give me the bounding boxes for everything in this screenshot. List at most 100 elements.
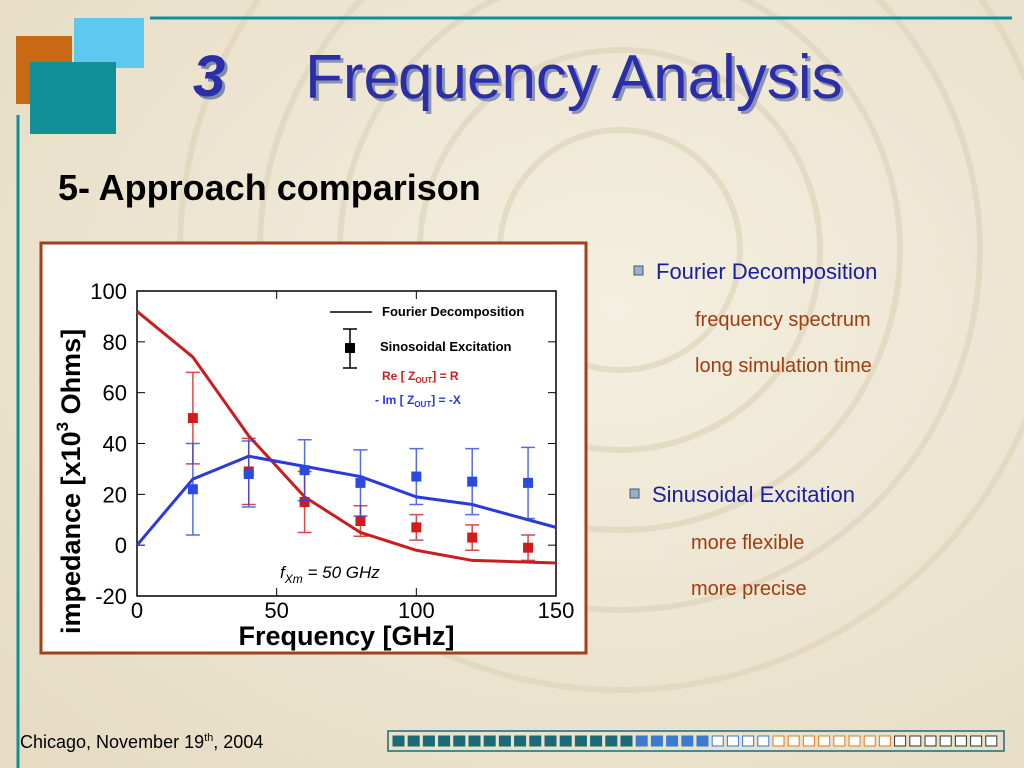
progress-cell — [787, 735, 800, 747]
legend-part: Re [ Z — [382, 369, 415, 383]
progress-cell — [635, 735, 648, 747]
x-tick-label: 50 — [264, 598, 288, 623]
y-tick-label: 0 — [115, 533, 127, 558]
y-tick-label: 100 — [90, 279, 127, 304]
y-axis-label-part: Ohms] — [56, 329, 86, 422]
data-point — [411, 471, 422, 482]
data-point — [243, 469, 254, 479]
progress-cell — [514, 735, 527, 747]
footer: Chicago, November 19th, 2004 — [20, 732, 263, 752]
footer-text: Chicago, November 19 — [20, 732, 204, 752]
progress-cell — [924, 735, 937, 747]
progress-cell — [696, 735, 709, 747]
data-line — [135, 454, 557, 547]
progress-cell — [438, 735, 451, 747]
progress-cell — [483, 735, 496, 747]
y-axis-label: impedance [x103 Ohms] — [53, 329, 86, 634]
progress-cell — [650, 735, 663, 747]
data-point — [299, 465, 310, 476]
progress-cell — [970, 735, 983, 747]
y-axis-label-part: impedance [x10 — [56, 431, 86, 634]
subtitle: 5- Approach comparison — [58, 167, 481, 208]
x-tick-label: 0 — [131, 598, 143, 623]
annotation-part: = 50 GHz — [303, 563, 381, 582]
progress-bar — [392, 735, 998, 747]
progress-cell — [802, 735, 815, 747]
legend-label: Fourier Decomposition — [382, 304, 524, 319]
bullet-item: frequency spectrum — [695, 309, 871, 331]
progress-cell — [620, 735, 633, 747]
bullet-icon — [633, 265, 644, 276]
progress-cell — [453, 735, 466, 747]
slide-number-shadow: 3 — [196, 47, 228, 112]
progress-cell — [863, 735, 876, 747]
data-line — [136, 310, 557, 565]
legend-part: - Im [ Z — [375, 393, 414, 407]
data-point — [187, 413, 198, 424]
bullet-item: more flexible — [691, 532, 804, 554]
progress-cell — [711, 735, 724, 747]
title: Frequency Analysis — [305, 43, 843, 112]
progress-cell — [498, 735, 511, 747]
legend-part: ] = R — [432, 369, 459, 383]
progress-cell — [468, 735, 481, 747]
x-tick-label: 150 — [538, 598, 575, 623]
progress-cell — [818, 735, 831, 747]
progress-cell — [559, 735, 572, 747]
y-tick-label: 40 — [103, 432, 127, 457]
slide-number: 3 — [193, 44, 225, 109]
progress-cell — [742, 735, 755, 747]
progress-cell — [757, 735, 770, 747]
y-tick-label: 80 — [103, 330, 127, 355]
annotation-sub: Xm — [284, 572, 303, 586]
progress-cell — [939, 735, 952, 747]
data-point — [467, 532, 478, 543]
legend-sub: OUT — [414, 400, 431, 409]
annotation-part: f — [280, 563, 287, 582]
progress-cell — [954, 735, 967, 747]
data-point — [523, 477, 534, 488]
progress-cell — [848, 735, 861, 747]
data-point — [411, 522, 422, 533]
progress-cell — [605, 735, 618, 747]
progress-cell — [392, 735, 405, 747]
bullet-text: Fourier Decomposition — [656, 259, 877, 284]
deco-square — [30, 62, 116, 134]
y-tick-label: 20 — [103, 482, 127, 507]
data-point — [467, 476, 478, 487]
progress-cell — [574, 735, 587, 747]
legend-component: - Im [ ZOUT] = -X — [375, 393, 461, 409]
legend-component: Re [ ZOUT] = R — [382, 369, 459, 385]
y-axis-label-sup: 3 — [53, 422, 72, 431]
progress-cell — [681, 735, 694, 747]
progress-cell — [666, 735, 679, 747]
data-point — [523, 542, 534, 553]
legend-square — [345, 343, 355, 353]
progress-cell — [726, 735, 739, 747]
progress-cell — [407, 735, 420, 747]
x-tick-label: 100 — [398, 598, 435, 623]
progress-cell — [878, 735, 891, 747]
footer-text: , 2004 — [213, 732, 263, 752]
legend-part: ] = -X — [431, 393, 461, 407]
bullet-item: long simulation time — [695, 355, 872, 377]
data-point — [299, 496, 310, 507]
legend-sub: OUT — [415, 376, 432, 385]
bullet-text: Sinusoidal Excitation — [652, 482, 855, 507]
legend-label: Sinosoidal Excitation — [380, 339, 512, 354]
progress-cell — [894, 735, 907, 747]
y-tick-label: -20 — [95, 584, 127, 609]
progress-cell — [529, 735, 542, 747]
progress-cell — [422, 735, 435, 747]
x-axis-label: Frequency [GHz] — [238, 621, 454, 651]
progress-cell — [772, 735, 785, 747]
bullet-item: more precise — [691, 578, 807, 600]
footer-sup: th — [204, 732, 213, 744]
progress-cell — [833, 735, 846, 747]
title-shadow: Frequency Analysis — [308, 46, 846, 115]
annotation: fXm = 50 GHz — [280, 563, 380, 586]
chart-frame — [39, 241, 588, 655]
